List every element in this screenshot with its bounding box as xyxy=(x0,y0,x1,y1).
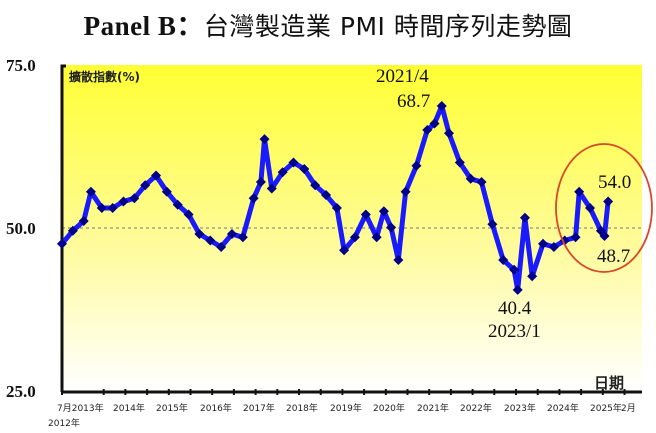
x-tick-2024: 2024年 xyxy=(547,404,579,414)
data-point-marker xyxy=(574,186,585,197)
data-point-marker xyxy=(237,232,248,243)
data-point-marker xyxy=(538,238,549,249)
data-point-marker xyxy=(161,186,172,197)
data-point-marker xyxy=(310,180,321,191)
data-point-marker xyxy=(360,209,371,220)
x-axis-ticks xyxy=(61,389,626,395)
x-tick-2025: 2025年 xyxy=(590,404,622,414)
chart-title-text: 台灣製造業 PMI 時間序列走勢圖 xyxy=(203,12,573,41)
peak-date-annotation: 2021/4 xyxy=(376,66,429,87)
data-point-marker xyxy=(400,186,411,197)
data-point-marker xyxy=(151,170,162,181)
x-tick-2023: 2023年 xyxy=(504,404,536,414)
data-point-marker xyxy=(512,284,523,295)
latest-low-annotation: 48.7 xyxy=(597,246,631,267)
data-point-marker xyxy=(57,238,67,249)
data-point-marker xyxy=(266,183,277,194)
data-point-marker xyxy=(96,203,107,213)
data-point-marker xyxy=(194,229,205,239)
data-point-marker xyxy=(331,203,342,213)
latest-high-annotation: 54.0 xyxy=(598,172,632,193)
data-point-marker xyxy=(299,164,310,174)
data-point-marker xyxy=(85,186,96,197)
data-point-marker xyxy=(422,125,433,135)
data-point-marker xyxy=(476,177,487,187)
data-point-marker xyxy=(509,264,520,275)
y-axis xyxy=(60,64,66,392)
data-point-marker xyxy=(429,118,440,129)
data-point-marker xyxy=(393,255,404,265)
data-point-marker xyxy=(129,193,140,204)
data-point-marker xyxy=(585,203,596,213)
data-point-marker xyxy=(339,245,350,256)
data-point-marker xyxy=(454,157,465,168)
x-tick-2019: 2019年 xyxy=(330,404,362,414)
data-point-marker xyxy=(386,222,397,233)
highlight-circle xyxy=(555,143,653,273)
x-tick-2017: 2017年 xyxy=(243,404,275,414)
data-point-marker xyxy=(603,196,614,207)
data-point-marker xyxy=(371,232,382,243)
x-tick-2018: 2018年 xyxy=(286,404,318,414)
y-tick-25: 25.0 xyxy=(6,382,36,401)
data-point-marker xyxy=(548,242,559,252)
chart-title: Panel B：台灣製造業 PMI 時間序列走勢圖 xyxy=(0,4,656,43)
y-tick-50: 50.0 xyxy=(6,219,36,238)
y-axis-label: 擴散指數(%) xyxy=(69,70,140,84)
data-point-marker xyxy=(498,255,509,265)
data-point-marker xyxy=(172,199,183,210)
data-point-marker xyxy=(411,160,422,171)
x-axis-label: 日期 xyxy=(594,374,625,392)
data-point-marker xyxy=(487,219,498,230)
x-tick-start-year: 2012年 xyxy=(48,419,80,429)
data-point-marker xyxy=(599,230,610,241)
x-tick-2020: 2020年 xyxy=(373,404,405,414)
peak-value-annotation: 68.7 xyxy=(397,91,431,112)
pmi-series-markers xyxy=(57,100,614,295)
data-point-marker xyxy=(140,180,151,191)
data-point-marker xyxy=(349,232,360,243)
data-point-marker xyxy=(288,157,299,168)
data-point-marker xyxy=(226,229,237,239)
x-tick-2022: 2022年 xyxy=(460,404,492,414)
x-tick-2021: 2021年 xyxy=(417,404,449,414)
chart-title-prefix: Panel B： xyxy=(83,11,204,41)
data-point-marker xyxy=(107,203,118,213)
x-tick-2016: 2016年 xyxy=(200,404,232,414)
trough-value-annotation: 40.4 xyxy=(498,298,532,319)
x-tick-feb: 2月 xyxy=(621,404,636,414)
x-tick-2013: 7月2013年 xyxy=(57,404,104,414)
y-tick-75: 75.0 xyxy=(6,56,36,75)
data-point-marker xyxy=(118,196,129,207)
data-point-marker xyxy=(321,190,332,200)
x-tick-2015: 2015年 xyxy=(156,404,188,414)
data-point-marker xyxy=(248,193,259,204)
x-tick-2014: 2014年 xyxy=(113,404,145,414)
data-point-marker xyxy=(465,173,476,184)
data-point-marker xyxy=(378,206,389,217)
data-point-marker xyxy=(255,177,266,187)
data-point-marker xyxy=(67,225,78,236)
data-point-marker xyxy=(259,134,270,145)
data-point-marker xyxy=(205,235,216,246)
data-point-marker xyxy=(436,100,447,111)
data-point-marker xyxy=(183,209,194,220)
trough-date-annotation: 2023/1 xyxy=(488,321,541,342)
data-point-marker xyxy=(216,242,227,252)
data-point-marker xyxy=(570,232,581,243)
data-point-marker xyxy=(277,167,288,178)
data-point-marker xyxy=(443,128,454,139)
data-point-marker xyxy=(519,212,530,223)
data-point-marker xyxy=(527,271,538,282)
data-point-marker xyxy=(78,216,89,226)
